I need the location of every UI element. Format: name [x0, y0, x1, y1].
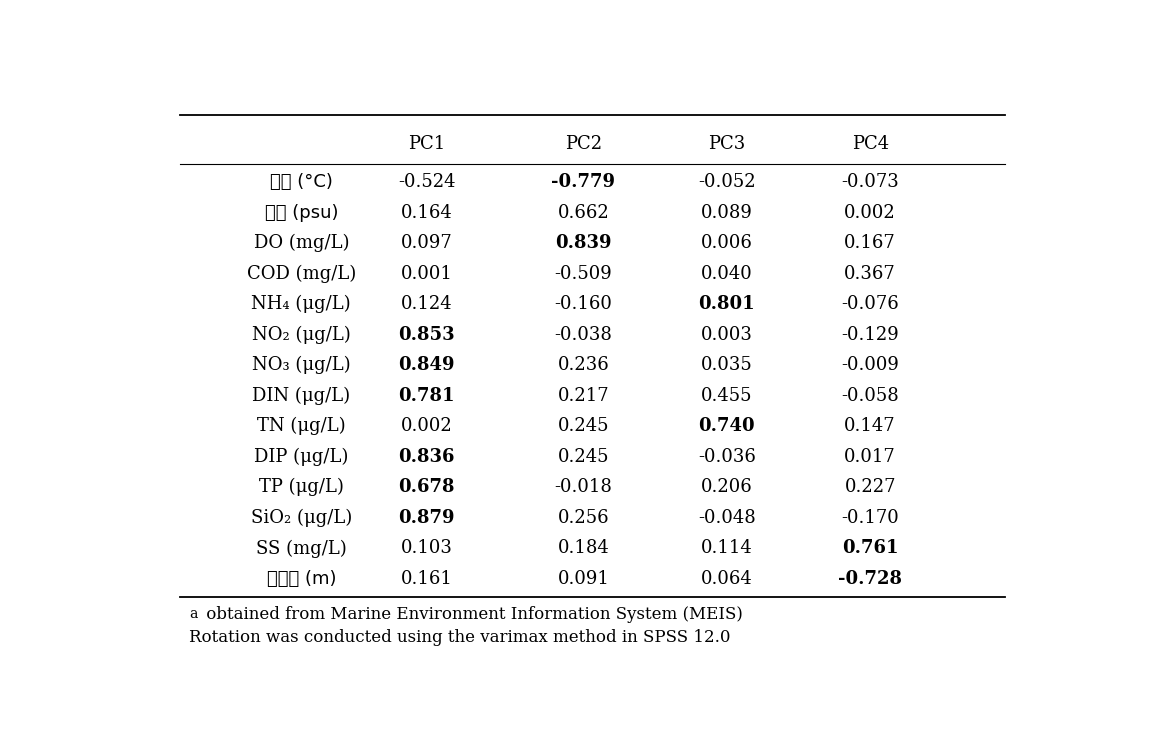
Text: 0.839: 0.839 [555, 234, 612, 252]
Text: 0.064: 0.064 [701, 570, 753, 588]
Text: 0.167: 0.167 [844, 234, 896, 252]
Text: 0.147: 0.147 [844, 417, 896, 435]
Text: 0.017: 0.017 [844, 448, 896, 466]
Text: -0.018: -0.018 [555, 478, 613, 496]
Text: 0.002: 0.002 [401, 417, 453, 435]
Text: -0.524: -0.524 [398, 173, 455, 191]
Text: 0.124: 0.124 [401, 295, 452, 313]
Text: 0.161: 0.161 [401, 570, 453, 588]
Text: 0.089: 0.089 [701, 203, 753, 221]
Text: 0.256: 0.256 [557, 509, 609, 527]
Text: 0.002: 0.002 [844, 203, 896, 221]
Text: PC3: PC3 [709, 135, 746, 153]
Text: 0.853: 0.853 [399, 326, 455, 343]
Text: PC4: PC4 [852, 135, 889, 153]
Text: SiO₂ (μg/L): SiO₂ (μg/L) [251, 509, 351, 527]
Text: DIN (μg/L): DIN (μg/L) [252, 387, 350, 405]
Text: 0.035: 0.035 [701, 356, 753, 374]
Text: 0.678: 0.678 [399, 478, 455, 496]
Text: NH₄ (μg/L): NH₄ (μg/L) [252, 295, 351, 314]
Text: -0.129: -0.129 [842, 326, 899, 343]
Text: 0.781: 0.781 [399, 387, 455, 405]
Text: COD (mg/L): COD (mg/L) [246, 264, 356, 283]
Text: -0.058: -0.058 [842, 387, 899, 405]
Text: SS (mg/L): SS (mg/L) [255, 539, 347, 557]
Text: -0.160: -0.160 [555, 295, 613, 313]
Text: 0.245: 0.245 [557, 448, 609, 466]
Text: 0.184: 0.184 [557, 539, 609, 557]
Text: TN (μg/L): TN (μg/L) [257, 417, 346, 435]
Text: 0.097: 0.097 [401, 234, 453, 252]
Text: -0.779: -0.779 [551, 173, 615, 191]
Text: 0.740: 0.740 [698, 417, 755, 435]
Text: Rotation was conducted using the varimax method in SPSS 12.0: Rotation was conducted using the varimax… [190, 629, 731, 646]
Text: 0.662: 0.662 [557, 203, 609, 221]
Text: 0.227: 0.227 [844, 478, 896, 496]
Text: 0.001: 0.001 [401, 264, 453, 282]
Text: 수온 (°C): 수온 (°C) [269, 173, 333, 191]
Text: a: a [190, 607, 198, 621]
Text: -0.052: -0.052 [698, 173, 756, 191]
Text: 0.455: 0.455 [701, 387, 753, 405]
Text: 0.761: 0.761 [842, 539, 898, 557]
Text: 0.164: 0.164 [401, 203, 453, 221]
Text: 0.879: 0.879 [399, 509, 455, 527]
Text: 0.836: 0.836 [399, 448, 455, 466]
Text: 0.849: 0.849 [399, 356, 455, 374]
Text: DIP (μg/L): DIP (μg/L) [254, 448, 348, 466]
Text: 0.006: 0.006 [701, 234, 753, 252]
Text: PC2: PC2 [565, 135, 602, 153]
Text: 0.003: 0.003 [701, 326, 753, 343]
Text: 투명도 (m): 투명도 (m) [267, 570, 336, 588]
Text: PC1: PC1 [408, 135, 445, 153]
Text: 0.091: 0.091 [557, 570, 609, 588]
Text: 0.236: 0.236 [557, 356, 609, 374]
Text: 0.245: 0.245 [557, 417, 609, 435]
Text: -0.036: -0.036 [698, 448, 756, 466]
Text: TP (μg/L): TP (μg/L) [259, 478, 343, 496]
Text: 염분 (psu): 염분 (psu) [265, 203, 338, 221]
Text: NO₂ (μg/L): NO₂ (μg/L) [252, 326, 350, 344]
Text: 0.801: 0.801 [698, 295, 755, 313]
Text: -0.038: -0.038 [555, 326, 613, 343]
Text: -0.009: -0.009 [842, 356, 899, 374]
Text: 0.114: 0.114 [701, 539, 753, 557]
Text: -0.073: -0.073 [842, 173, 899, 191]
Text: obtained from Marine Environment Information System (MEIS): obtained from Marine Environment Informa… [201, 606, 743, 623]
Text: 0.206: 0.206 [701, 478, 753, 496]
Text: 0.103: 0.103 [401, 539, 453, 557]
Text: DO (mg/L): DO (mg/L) [253, 234, 349, 253]
Text: 0.040: 0.040 [701, 264, 753, 282]
Text: -0.170: -0.170 [842, 509, 899, 527]
Text: -0.076: -0.076 [842, 295, 899, 313]
Text: -0.048: -0.048 [698, 509, 756, 527]
Text: 0.367: 0.367 [844, 264, 896, 282]
Text: 0.217: 0.217 [557, 387, 609, 405]
Text: NO₃ (μg/L): NO₃ (μg/L) [252, 356, 350, 375]
Text: -0.509: -0.509 [555, 264, 613, 282]
Text: -0.728: -0.728 [838, 570, 902, 588]
